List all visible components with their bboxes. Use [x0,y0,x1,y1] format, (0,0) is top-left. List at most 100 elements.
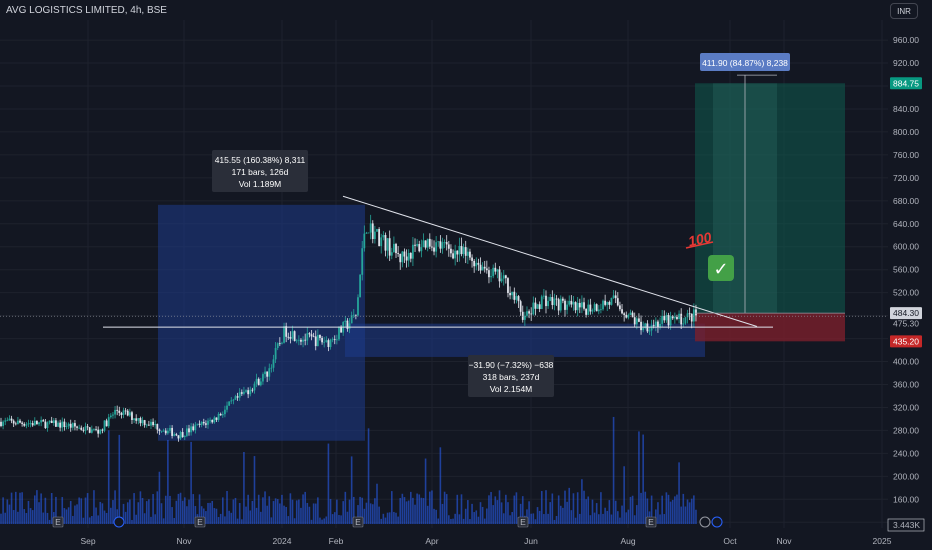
candle-body [23,423,26,426]
candle-body [397,253,400,254]
candle-body [386,238,389,251]
candle-body [198,423,201,425]
candle-body [540,296,543,310]
candle-body [695,309,697,316]
candle-body [422,240,425,248]
volume-bar [690,498,693,524]
candle-body [561,298,564,301]
candle-body [585,308,588,315]
volume-bar [327,443,330,524]
volume-bar [344,491,347,524]
volume-bar [555,515,558,524]
candle-body [150,421,152,426]
candle-body [602,300,604,310]
volume-bar [443,491,446,524]
volume-bar [412,497,414,524]
volume-bar [194,505,197,524]
candle-body [452,253,454,259]
volume-bar [511,512,513,524]
candle-body [65,426,68,428]
candle-body [684,317,687,324]
volume-bar [515,492,518,524]
candle-body [551,297,554,306]
candle-body [542,295,545,297]
candle-body [627,314,630,318]
volume-bar [680,506,682,524]
candle-body [498,269,501,282]
candle-body [589,304,592,312]
candle-body [135,418,138,421]
volume-bar [602,513,604,524]
candle-body [221,414,224,416]
candle-body [171,427,174,436]
candle-body [310,334,313,337]
volume-bar [507,502,509,524]
volume-bar [502,513,505,524]
volume-bar [606,510,609,524]
candle-body [502,275,505,279]
volume-bar [183,497,186,524]
volume-bar [462,518,465,524]
volume-bar [566,501,568,524]
candle-body [359,274,362,298]
volume-bar [589,515,592,524]
candle-body [259,381,262,386]
volume-bar [135,514,137,524]
volume-bar [557,495,560,524]
candle-body [319,334,321,338]
volume-bar [247,494,249,524]
volume-bar [300,507,302,524]
volume-bar [88,517,91,524]
candle-body [572,302,575,305]
volume-bar [477,516,480,524]
candle-body [147,424,150,426]
volume-bar [650,495,653,524]
candle-body [680,313,683,325]
candle-body [392,243,395,253]
consolidation-measure-label: −31.90 (−7.32%) −638 318 bars, 237d Vol 2.… [468,355,554,397]
volume-bar [243,451,245,524]
volume-bar [390,491,393,524]
candle-body [48,420,51,423]
volume-bar [422,498,425,524]
candle-body [623,313,626,315]
volume-bar [513,495,516,524]
candle-body [583,302,585,309]
volume-bar [644,491,647,524]
volume-bar [101,503,104,524]
candle-body [477,262,480,265]
candle-body [314,336,317,347]
volume-bar [409,491,412,524]
candle-body [16,420,19,425]
measure-box-rally [158,204,365,441]
volume-bar [42,512,45,524]
volume-bar [496,500,499,524]
volume-bar [245,506,247,524]
volume-bar [319,517,321,524]
candle-body [179,432,182,439]
volume-bar [181,500,184,524]
candle-body [0,421,2,427]
candle-body [10,418,13,421]
volume-bar [33,495,36,524]
candle-body [40,420,43,423]
candle-body [638,318,640,322]
dividend-marker [711,516,723,528]
volume-bar [74,505,76,524]
candle-body [63,421,66,428]
volume-bar [67,507,70,524]
volume-bar [255,507,258,524]
y-tick-label: 960.00 [893,35,919,45]
candle-body [99,429,102,434]
currency-selector[interactable]: INR [890,3,918,19]
candle-body [156,424,159,430]
volume-bar [627,509,630,524]
stop-price-tag-bg [890,335,922,348]
volume-bar [188,499,190,524]
candle-body [494,267,497,272]
volume-bar [325,516,328,524]
candle-body [293,331,296,341]
volume-bar [545,490,547,524]
candle-body [25,424,28,426]
